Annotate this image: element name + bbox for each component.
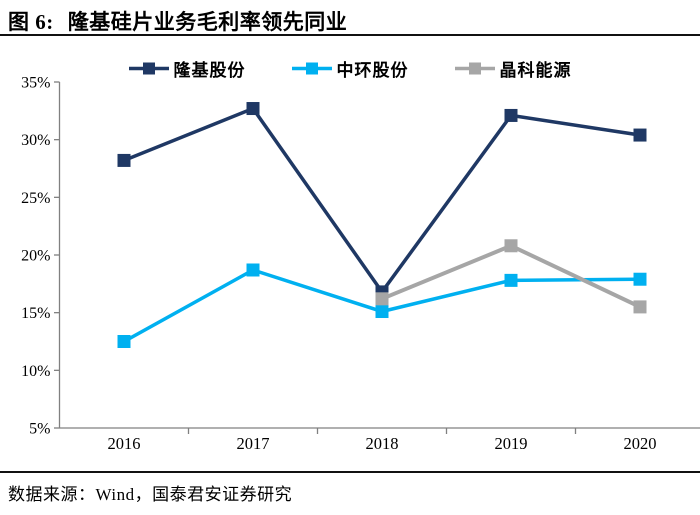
y-tick-label: 25%	[21, 190, 50, 207]
series-0-marker	[504, 108, 518, 122]
x-tick-label: 2020	[624, 434, 657, 453]
legend-item-0: 隆基股份	[128, 56, 246, 81]
title-divider	[0, 34, 700, 36]
legend-label: 晶科能源	[499, 61, 572, 80]
x-tick-label: 2019	[495, 434, 528, 453]
legend-swatch-icon	[291, 62, 332, 75]
series-1-marker	[246, 263, 260, 277]
footer-divider	[0, 471, 700, 473]
data-source-note: 数据来源：Wind，国泰君安证券研究	[8, 485, 293, 504]
y-tick-label: 30%	[21, 132, 50, 149]
x-tick-label: 2018	[366, 434, 399, 453]
figure-title-text: 隆基硅片业务毛利率领先同业	[67, 10, 348, 34]
x-tick-label: 2016	[108, 434, 141, 453]
y-tick-label: 5%	[29, 421, 50, 438]
series-0-marker	[633, 128, 647, 142]
series-1-marker	[375, 305, 389, 319]
series-0-marker	[246, 102, 260, 116]
y-tick-label: 15%	[21, 305, 50, 322]
chart-legend: 隆基股份 中环股份 晶科能源	[0, 56, 700, 81]
y-tick-label: 35%	[21, 75, 50, 92]
chart-area: 5% 10% 15% 20% 25% 30% 35% 2016 2017 2018 2019 2020	[0, 42, 700, 462]
page-title: 图 6: 隆基硅片业务毛利率领先同业	[8, 6, 347, 36]
series-0-marker	[117, 153, 131, 167]
legend-item-1: 中环股份	[291, 56, 409, 81]
series-2-marker	[504, 239, 518, 253]
legend-label: 隆基股份	[173, 61, 246, 80]
legend-swatch-icon	[128, 62, 169, 75]
series-1-marker	[504, 273, 518, 287]
series-2-marker	[375, 292, 389, 306]
series-1-marker	[633, 272, 647, 286]
series-line-0	[123, 106, 641, 295]
x-tick-label: 2017	[237, 434, 270, 453]
y-tick-label: 10%	[21, 363, 50, 380]
y-tick-label: 20%	[21, 248, 50, 265]
chart-canvas: 5% 10% 15% 20% 25% 30% 35% 2016 2017 2018 2019 2020	[21, 75, 700, 453]
series-1-marker	[117, 335, 131, 348]
figure-label: 图 6:	[8, 10, 54, 34]
legend-label: 中环股份	[336, 61, 409, 80]
legend-item-2: 晶科能源	[454, 56, 572, 81]
legend-swatch-icon	[454, 62, 495, 75]
series-2-marker	[633, 300, 647, 314]
